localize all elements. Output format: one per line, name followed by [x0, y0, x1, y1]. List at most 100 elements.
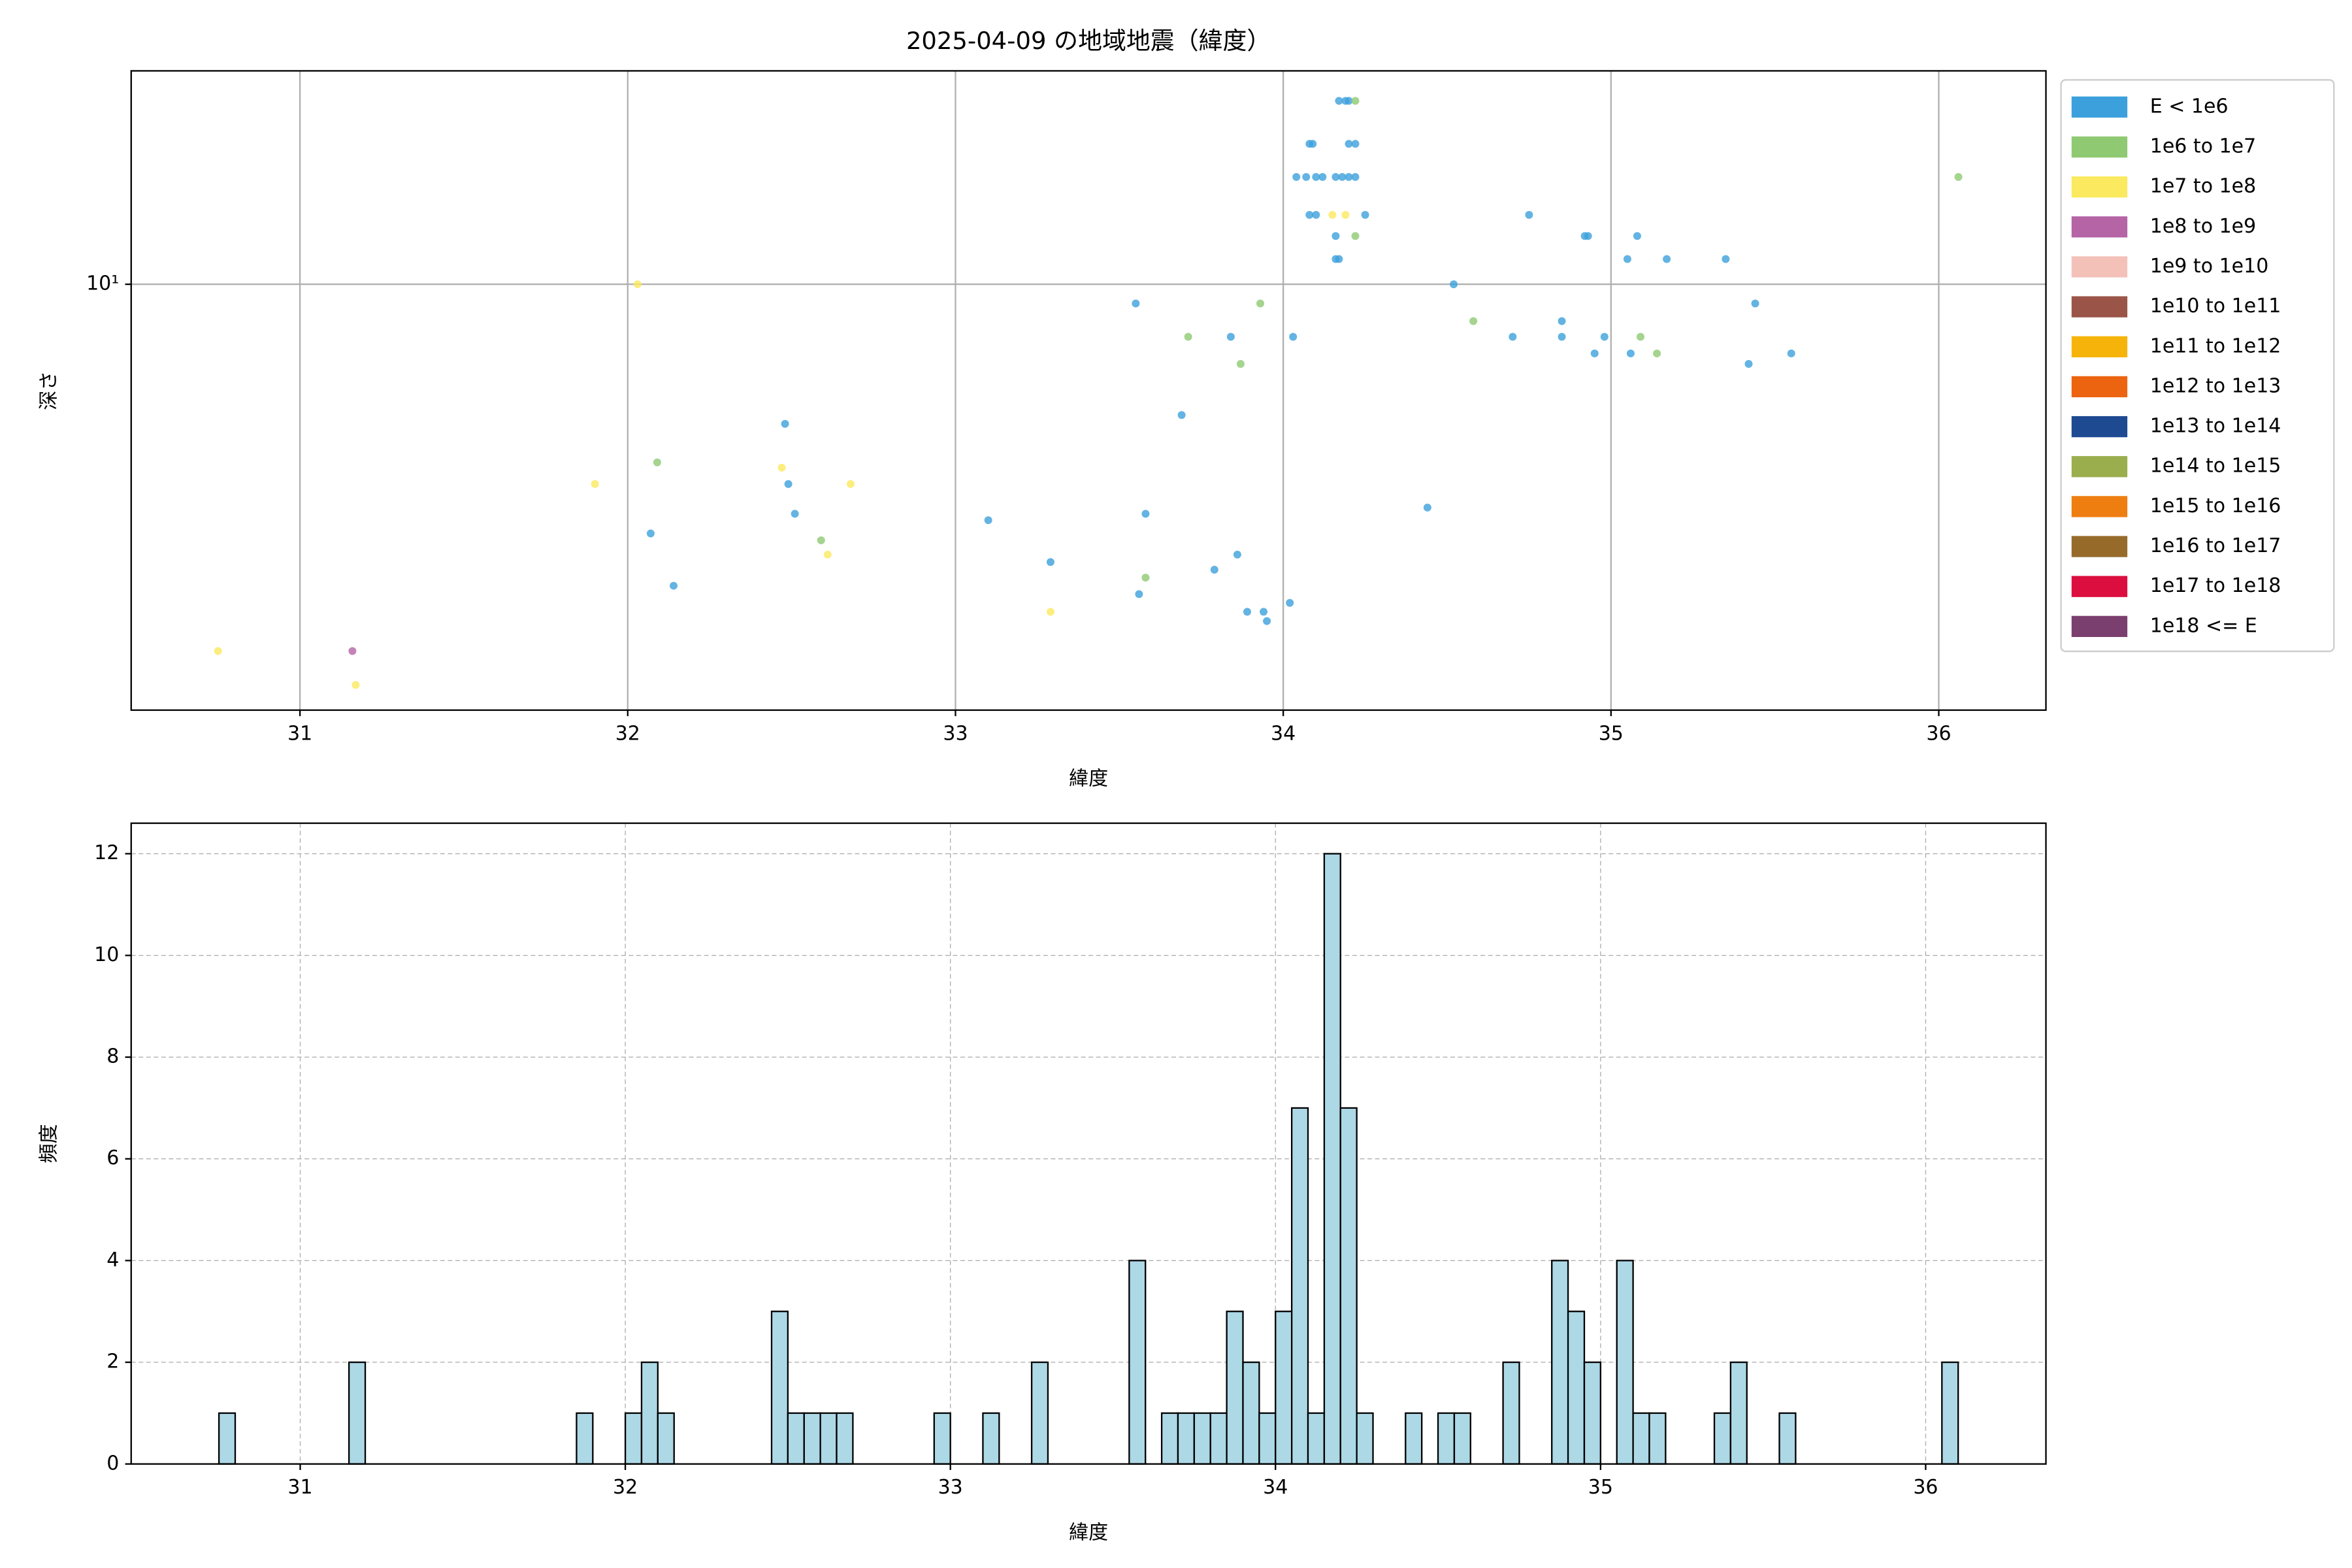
legend-label: 1e12 to 1e13 — [2150, 374, 2281, 397]
histogram-bar — [1778, 1412, 1797, 1465]
histogram-bar — [1616, 1260, 1634, 1465]
histogram-bar — [1307, 1412, 1326, 1465]
legend-label: 1e16 to 1e17 — [2150, 534, 2281, 557]
histogram-bar — [803, 1412, 821, 1465]
scatter-point — [817, 536, 825, 544]
histogram-bar — [1209, 1412, 1228, 1465]
legend-swatch — [2071, 376, 2128, 398]
histogram-bar — [1290, 1107, 1309, 1465]
scatter-point — [646, 529, 655, 538]
scatter-point — [791, 510, 799, 518]
scatter-point — [1243, 608, 1251, 616]
legend-swatch — [2071, 96, 2128, 118]
x-axis-label: 緯度 — [1069, 768, 1108, 791]
plot-frame — [130, 70, 2047, 711]
scatter-point — [1292, 172, 1301, 181]
histogram-bar — [1339, 1107, 1358, 1465]
histogram-bar — [576, 1412, 594, 1465]
scatter-point — [1331, 172, 1340, 181]
y-tick-label: 10¹ — [86, 272, 119, 295]
histogram-bar — [1226, 1311, 1244, 1465]
histogram-bar — [1437, 1412, 1456, 1465]
legend-label: 1e15 to 1e16 — [2150, 495, 2281, 517]
scatter-point — [1590, 349, 1599, 357]
scatter-point — [1256, 299, 1265, 308]
histogram-bar — [933, 1412, 951, 1465]
scatter-point — [1309, 140, 1317, 148]
scatter-point — [351, 681, 360, 689]
scatter-point — [591, 480, 599, 488]
scatter-point — [777, 463, 786, 472]
scatter-point — [653, 458, 661, 466]
x-tick-label: 34 — [1263, 1476, 1288, 1499]
x-tick-label: 32 — [615, 722, 640, 745]
legend-swatch — [2071, 576, 2128, 597]
histogram-bar — [770, 1311, 789, 1465]
legend-swatch — [2071, 176, 2128, 198]
legend-label: 1e10 to 1e11 — [2150, 295, 2281, 318]
legend-swatch — [2071, 216, 2128, 238]
scatter-point — [1558, 333, 1566, 341]
scatter-point — [214, 647, 222, 655]
scatter-point — [1351, 97, 1360, 105]
x-tick-label: 35 — [1599, 722, 1624, 745]
scatter-point — [1469, 317, 1478, 325]
scatter-point — [1335, 255, 1343, 263]
scatter-point — [1361, 210, 1369, 219]
scatter-point — [1584, 232, 1592, 240]
y-tick-label: 4 — [106, 1249, 119, 1271]
histogram-bar — [787, 1412, 805, 1465]
histogram-bar — [1258, 1412, 1277, 1465]
legend-label: 1e18 <= E — [2150, 614, 2257, 637]
legend-label: 1e7 to 1e8 — [2150, 175, 2256, 198]
histogram-bar — [1177, 1412, 1196, 1465]
scatter-point — [633, 280, 642, 289]
histogram-bar — [1729, 1361, 1748, 1465]
legend-swatch — [2071, 615, 2128, 637]
scatter-point — [1558, 317, 1566, 325]
scatter-point — [1787, 349, 1795, 357]
y-tick-label: 6 — [106, 1147, 119, 1169]
x-tick-label: 34 — [1271, 722, 1296, 745]
scatter-point — [1328, 210, 1337, 219]
legend-swatch — [2071, 136, 2128, 158]
plot-frame — [130, 822, 2047, 1465]
scatter-point — [1509, 333, 1517, 341]
scatter-point — [1312, 172, 1320, 181]
scatter-point — [1351, 140, 1360, 148]
scatter-point — [1338, 172, 1347, 181]
scatter-point — [1722, 255, 1730, 263]
histogram-bar — [218, 1412, 237, 1465]
y-tick-label: 8 — [106, 1045, 119, 1068]
histogram-bar — [1356, 1412, 1374, 1465]
histogram-bar — [624, 1412, 643, 1465]
y-tick-label: 2 — [106, 1350, 119, 1373]
legend-label: 1e17 to 1e18 — [2150, 574, 2281, 597]
scatter-point — [1286, 598, 1294, 607]
scatter-point — [1046, 558, 1054, 566]
legend-label: E < 1e6 — [2150, 95, 2229, 118]
scatter-point — [1141, 574, 1150, 582]
scatter-point — [1210, 566, 1218, 574]
histogram-bar — [1128, 1260, 1147, 1465]
y-axis-label: 深さ — [38, 371, 61, 410]
scatter-point — [1636, 333, 1644, 341]
scatter-point — [1751, 299, 1759, 308]
x-tick-label: 36 — [1926, 722, 1951, 745]
legend-label: 1e14 to 1e15 — [2150, 455, 2281, 478]
scatter-point — [1345, 97, 1353, 105]
histogram-bar — [1941, 1361, 1959, 1465]
scatter-point — [1226, 333, 1235, 341]
histogram-bar — [1502, 1361, 1520, 1465]
legend-swatch — [2071, 336, 2128, 357]
y-tick-label: 12 — [94, 841, 119, 864]
scatter-point — [784, 480, 792, 488]
scatter-point — [1351, 232, 1360, 240]
x-tick-label: 33 — [943, 722, 968, 745]
histogram-bar — [657, 1412, 675, 1465]
x-tick-label: 35 — [1588, 1476, 1613, 1499]
scatter-point — [846, 480, 855, 488]
